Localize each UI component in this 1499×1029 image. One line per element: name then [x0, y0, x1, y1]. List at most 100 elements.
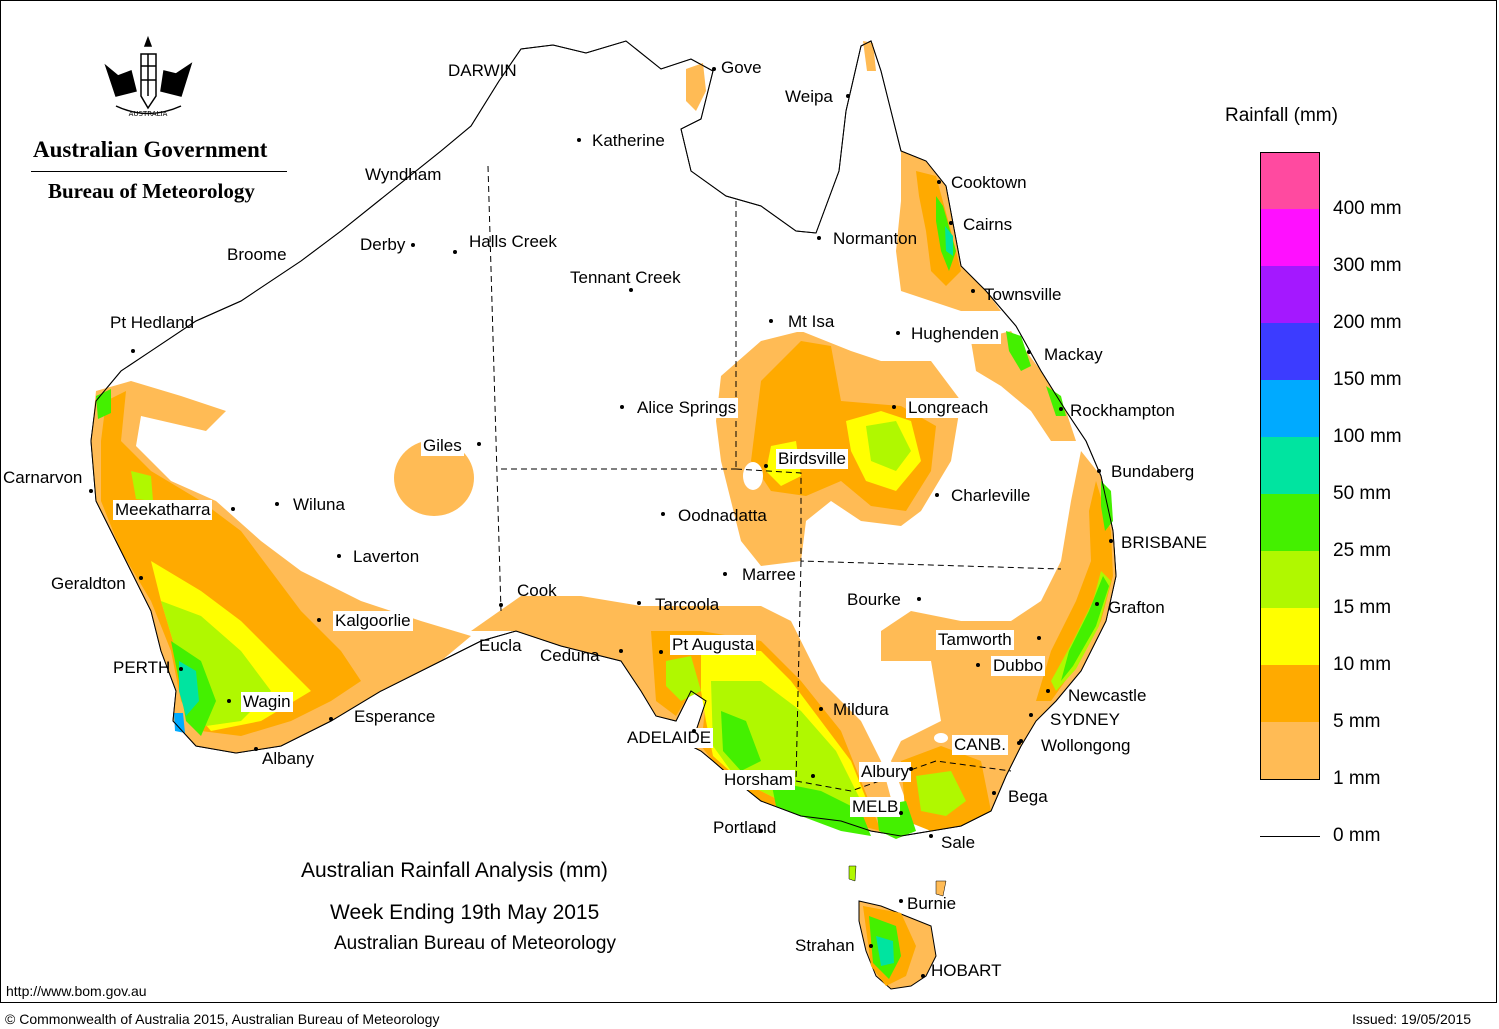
city-marker-laverton [337, 554, 341, 558]
coat-of-arms-emblem [104, 35, 193, 115]
legend-swatch-3 [1260, 323, 1320, 380]
city-label-hobart: HOBART [931, 961, 1002, 980]
city-label-sale: Sale [941, 833, 976, 852]
city-label-charleville: Charleville [951, 486, 1031, 505]
city-marker-rockhampton [1059, 407, 1063, 411]
city-marker-burnie [899, 899, 903, 903]
legend-label-7: 15 mm [1333, 597, 1392, 618]
rain-50mm-tas [876, 936, 894, 966]
rain-50mm-wa [179, 661, 199, 716]
legend-label-10: 1 mm [1333, 768, 1381, 789]
city-label-portland: Portland [713, 818, 777, 837]
map-subtitle: Week Ending 19th May 2015 [330, 901, 600, 924]
city-marker-sydney [1029, 713, 1033, 717]
city-marker-bourke [917, 597, 921, 601]
city-marker-sale [929, 834, 933, 838]
legend-label-4: 100 mm [1333, 426, 1402, 447]
city-marker-pt-augusta [659, 650, 663, 654]
city-marker-hobart [921, 974, 925, 978]
city-marker-birdsville [764, 464, 768, 468]
flinders-island [935, 880, 947, 897]
city-marker-derby [411, 243, 415, 247]
city-label-brisbane: BRISBANE [1121, 533, 1207, 552]
city-label-kalgoorlie: Kalgoorlie [333, 611, 413, 631]
rain-25mm-sa [721, 711, 761, 771]
city-label-pt-hedland: Pt Hedland [110, 313, 195, 332]
source-url[interactable]: http://www.bom.gov.au [6, 983, 147, 999]
city-marker-ceduna [619, 649, 623, 653]
rain-15mm-central [866, 421, 911, 471]
rain-1mm-capeyork [863, 41, 876, 71]
city-marker-tarcoola [637, 601, 641, 605]
crest-motto: AUSTRALIA [129, 110, 168, 118]
legend-swatch-1 [1260, 209, 1320, 266]
map-title: Australian Rainfall Analysis (mm) [301, 859, 608, 882]
city-marker-hughenden [896, 331, 900, 335]
city-marker-gove [712, 67, 716, 71]
copyright-text: © Commonwealth of Australia 2015, Austra… [5, 1011, 440, 1027]
city-marker-brisbane [1109, 539, 1113, 543]
legend-swatch-2 [1260, 266, 1320, 323]
city-label-broome: Broome [227, 245, 287, 264]
city-label-ceduna: Ceduna [540, 646, 600, 665]
city-label-newcastle: Newcastle [1068, 686, 1147, 705]
city-label-geraldton: Geraldton [51, 574, 126, 593]
city-label-meekatharra: Meekatharra [113, 500, 213, 520]
city-label-perth: PERTH [113, 658, 171, 677]
city-label-rockhampton: Rockhampton [1070, 401, 1175, 420]
city-marker-marree [723, 572, 727, 576]
city-label-cairns: Cairns [963, 215, 1013, 234]
city-marker-carnarvon [89, 489, 93, 493]
city-marker-kalgoorlie [317, 618, 321, 622]
rain-25mm-mackay [1006, 331, 1031, 371]
agency-divider [31, 171, 287, 172]
city-label-dubbo: Dubbo [991, 656, 1046, 676]
city-marker-grafton [1095, 602, 1099, 606]
city-label-esperance: Esperance [354, 707, 436, 726]
city-marker-giles [477, 442, 481, 446]
city-label-gove: Gove [721, 58, 762, 77]
city-label-derby: Derby [360, 235, 406, 254]
city-marker-wiluna [275, 502, 279, 506]
city-marker-halls-creek [453, 250, 457, 254]
city-marker-portland [759, 829, 763, 833]
coastline [90, 40, 1117, 837]
rain-100mm-wa [174, 713, 185, 733]
city-marker-newcastle [1046, 689, 1050, 693]
city-marker-pt-hedland [131, 349, 135, 353]
legend-swatch-0 [1260, 152, 1320, 209]
city-label-wollongong: Wollongong [1041, 736, 1131, 755]
city-marker-canberra [1017, 741, 1021, 745]
legend-label-0: 400 mm [1333, 198, 1402, 219]
city-marker-weipa [846, 94, 850, 98]
city-marker-horsham [811, 774, 815, 778]
city-label-tamworth: Tamworth [936, 630, 1014, 650]
city-label-halls-creek: Halls Creek [469, 232, 557, 251]
city-marker-albury [909, 767, 913, 771]
city-marker-tennant-creek [629, 288, 633, 292]
legend-label-1: 300 mm [1333, 255, 1402, 276]
legend-swatch-9 [1260, 665, 1320, 722]
city-marker-longreach [892, 405, 896, 409]
city-marker-melbourne [899, 811, 903, 815]
legend-swatch-8 [1260, 608, 1320, 665]
legend-label-5: 50 mm [1333, 483, 1392, 504]
city-marker-wollongong [1019, 739, 1023, 743]
city-label-strahan: Strahan [795, 936, 855, 955]
rain-1mm-giles [394, 440, 474, 516]
legend-swatch-6 [1260, 494, 1320, 551]
city-label-darwin: DARWIN [448, 61, 517, 80]
city-marker-bundaberg [1097, 469, 1101, 473]
agency-name: Australian Government [33, 137, 268, 162]
rain-10mm-carnarvon [131, 471, 153, 501]
city-marker-mt-isa [769, 319, 773, 323]
city-label-grafton: Grafton [1108, 598, 1165, 617]
city-label-laverton: Laverton [353, 547, 420, 566]
dry-lake-eyre [743, 462, 763, 490]
city-marker-albany [254, 747, 258, 751]
legend-label-2: 200 mm [1333, 312, 1402, 333]
city-label-marree: Marree [742, 565, 796, 584]
rain-5mm-wa [101, 391, 361, 736]
rain-10mm-ptaugusta [666, 656, 701, 701]
map-frame: AUSTRALIA Australian Government Bureau o… [0, 0, 1497, 1003]
